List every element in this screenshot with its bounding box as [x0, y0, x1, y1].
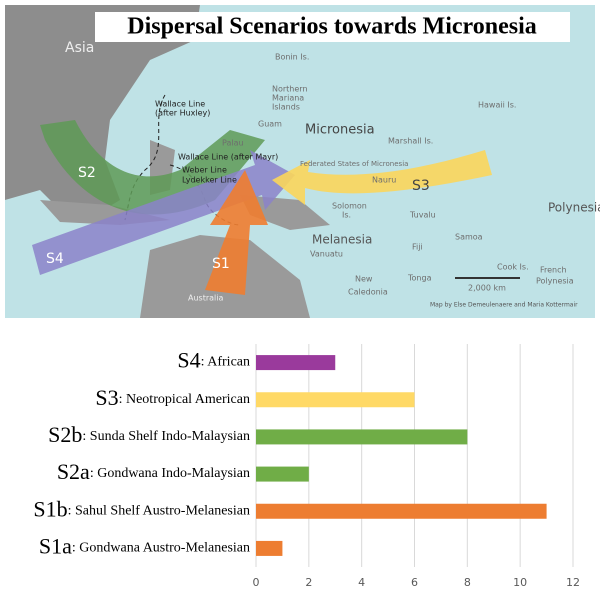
- category-code: S1b: [33, 496, 67, 521]
- x-tick-label: 4: [358, 576, 365, 589]
- map-label: Islands: [272, 103, 300, 112]
- category-description: : Neotropical American: [119, 392, 250, 407]
- map-label: Caledonia: [348, 288, 388, 297]
- bar: [256, 503, 547, 519]
- map-label: Cook Is.: [497, 263, 529, 272]
- category-label: S4: African: [177, 348, 250, 373]
- map-label: Asia: [65, 40, 94, 56]
- map-label: Guam: [258, 120, 282, 129]
- map-label: Nauru: [372, 176, 396, 185]
- map-label: Weber Line: [182, 166, 227, 175]
- map-label: Federated States of Micronesia: [300, 160, 408, 168]
- arrow-s1: [205, 170, 268, 295]
- category-label: S3: Neotropical American: [95, 385, 250, 410]
- category-label: S2b: Sunda Shelf Indo-Malaysian: [48, 422, 250, 447]
- map-label: Wallace Line: [155, 100, 205, 109]
- new-guinea-land: [240, 195, 330, 230]
- x-tick-label: 0: [253, 576, 260, 589]
- map-label: Micronesia: [305, 123, 375, 138]
- asia-land: [5, 5, 200, 215]
- map-label: Samoa: [455, 233, 483, 242]
- map-label: Marshall Is.: [388, 137, 433, 146]
- wallace-line: [124, 94, 166, 221]
- category-description: : Sunda Shelf Indo-Malaysian: [82, 429, 250, 444]
- category-code: S1a: [39, 533, 72, 558]
- x-tick-label: 6: [411, 576, 418, 589]
- arrow-s4: [32, 150, 295, 275]
- map-label: Mariana: [272, 94, 304, 103]
- map-label: Australia: [188, 294, 223, 303]
- category-description: : Gondwana Indo-Malaysian: [90, 466, 250, 481]
- category-code: S3: [95, 385, 118, 410]
- category-description: : Sahul Shelf Austro-Melanesian: [68, 503, 250, 518]
- map-label: Lydekker Line: [182, 176, 237, 185]
- map-title: Dispersal Scenarios towards Micronesia: [127, 14, 537, 40]
- category-label: S1b: Sahul Shelf Austro-Melanesian: [33, 496, 250, 521]
- map-label: (after Huxley): [155, 109, 210, 118]
- bar: [256, 540, 283, 556]
- bar: [256, 355, 336, 371]
- category-code: S2b: [48, 422, 82, 447]
- map-label: Tuvalu: [409, 211, 436, 220]
- bar: [256, 392, 415, 408]
- map-label: Wallace Line (after Mayr): [178, 153, 278, 162]
- map-label: Is.: [342, 211, 351, 220]
- arrow-s3: [272, 150, 492, 205]
- category-label: S2a: Gondwana Indo-Malaysian: [57, 459, 250, 484]
- x-tick-label: 8: [464, 576, 471, 589]
- bar: [256, 466, 309, 482]
- map-label: Vanuatu: [310, 250, 343, 259]
- map-label: Fiji: [412, 243, 423, 252]
- map-label: Map by Else Demeulenaere and Maria Kotte…: [430, 302, 578, 309]
- map-label: Melanesia: [312, 233, 372, 247]
- map-label: Hawaii Is.: [478, 101, 516, 110]
- map-label: S2: [78, 165, 96, 181]
- map-label: Polynesia: [548, 201, 600, 215]
- map-label: Solomon: [332, 202, 367, 211]
- map-label: Palau: [222, 139, 244, 148]
- map-label: Northern: [272, 85, 308, 94]
- category-code: S2a: [57, 459, 90, 484]
- bar: [256, 429, 468, 445]
- x-tick-label: 12: [566, 576, 580, 589]
- map-label: Polynesia: [536, 277, 574, 286]
- title-box: [95, 12, 570, 42]
- map-label: New: [355, 275, 373, 284]
- bar-chart: 0 2 4 6 8 10 12 S4: African S3: Neotropical Amer…: [33, 344, 580, 589]
- category-description: : African: [201, 355, 250, 370]
- map-label: Tonga: [407, 274, 432, 283]
- map-label: S3: [412, 178, 430, 194]
- category-label: S1a: Gondwana Austro-Melanesian: [39, 533, 250, 558]
- x-tick-label: 10: [513, 576, 527, 589]
- map-label: S4: [46, 251, 64, 267]
- map-label: 2,000 km: [468, 284, 506, 293]
- map-label: Bonin Is.: [275, 53, 309, 62]
- category-code: S4: [177, 348, 200, 373]
- map: Dispersal Scenarios towards Micronesia: [5, 5, 595, 318]
- map-label: French: [540, 266, 567, 275]
- map-label: S1: [212, 256, 230, 272]
- category-description: : Gondwana Austro-Melanesian: [72, 541, 250, 556]
- x-tick-label: 2: [305, 576, 312, 589]
